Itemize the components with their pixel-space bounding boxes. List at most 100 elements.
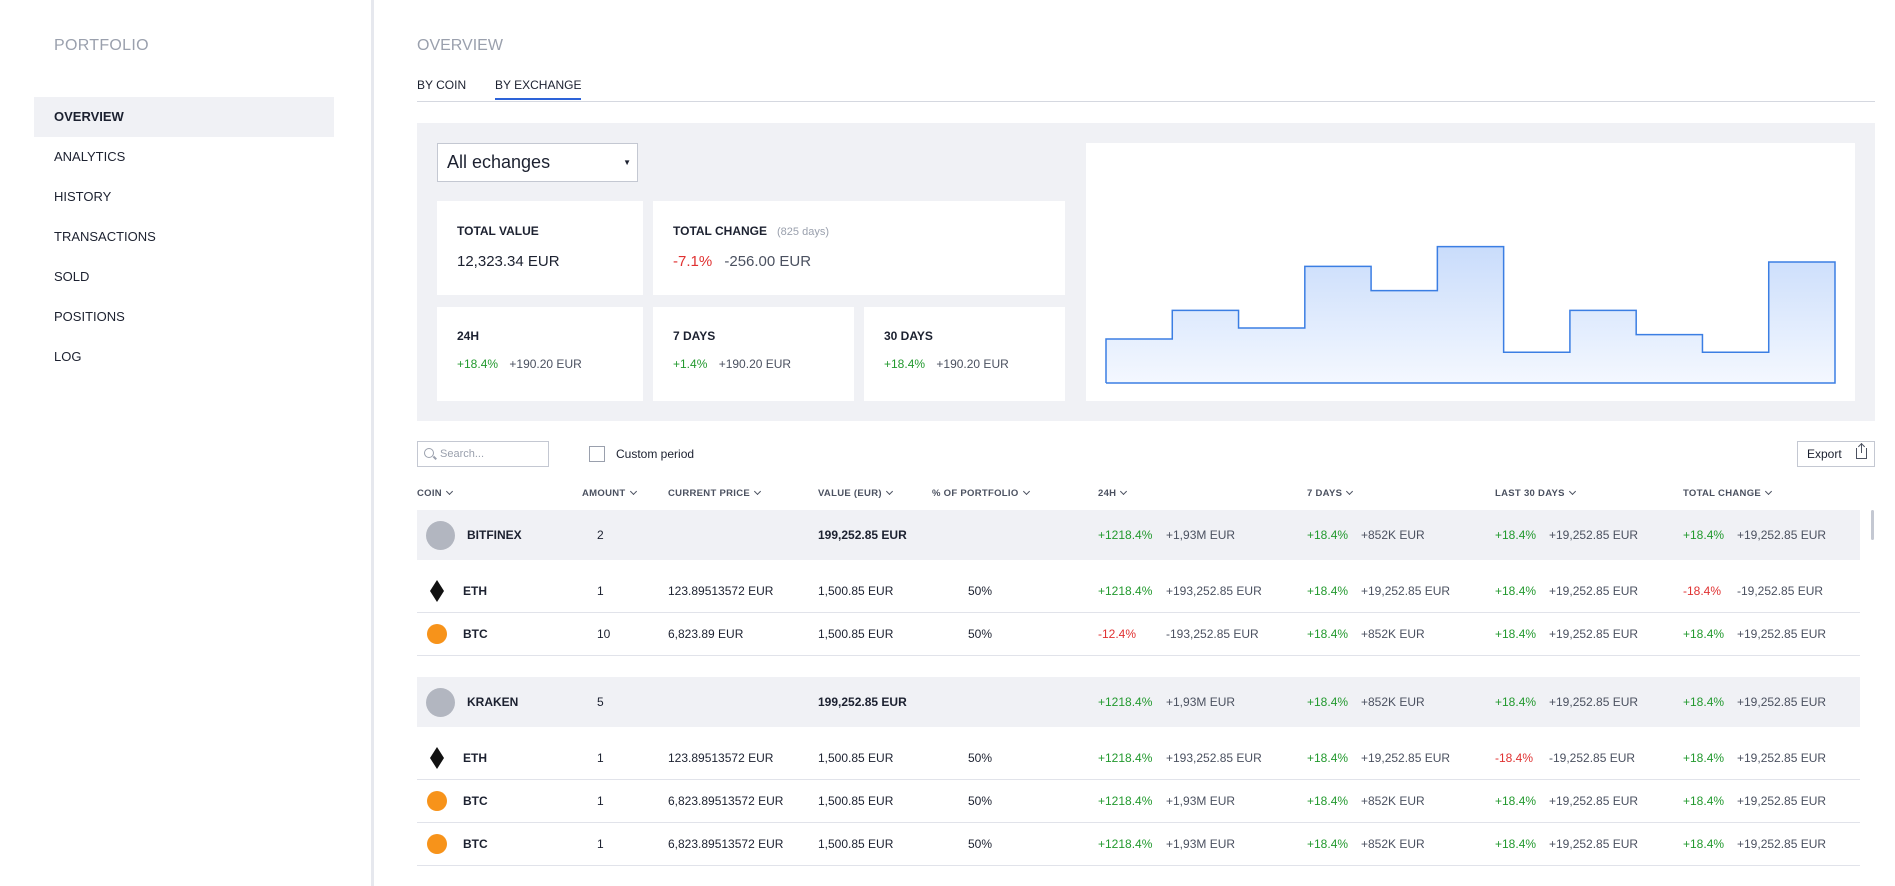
total-change-values: -7.1% -256.00 EUR: [673, 253, 811, 270]
coin-30d-pct: +18.4%: [1495, 584, 1537, 598]
coin-name: BTC: [463, 627, 488, 641]
col-header-amount-label: AMOUNT: [582, 488, 626, 499]
sidebar-item-log[interactable]: LOG: [54, 349, 82, 364]
coin-price: 6,823.89 EUR: [668, 627, 744, 641]
col-header-total-change[interactable]: TOTAL CHANGE: [1683, 487, 1773, 499]
total-value-amount: 12,323.34 EUR: [457, 253, 560, 270]
group-30d-amt: +19,252.85 EUR: [1549, 695, 1639, 709]
change-7d-card: 7 DAYS +1.4% +190.20 EUR: [653, 307, 854, 401]
coin-name: ETH: [463, 751, 487, 765]
table-row[interactable]: BTC 1 6,823.89513572 EUR 1,500.85 EUR 50…: [417, 823, 1860, 866]
col-header-value-label: VALUE (EUR): [818, 488, 882, 499]
table-row[interactable]: ETH 1 123.89513572 EUR 1,500.85 EUR 50% …: [417, 570, 1860, 613]
coin-24h-pct: +1218.4%: [1098, 751, 1153, 765]
group-value: 199,252.85 EUR: [818, 695, 907, 709]
custom-period-checkbox[interactable]: [589, 446, 605, 462]
col-header-total-label: TOTAL CHANGE: [1683, 488, 1762, 499]
total-change-amount: -256.00 EUR: [724, 253, 812, 270]
change-7d-label: 7 DAYS: [673, 329, 716, 343]
chevron-down-icon: [753, 487, 762, 496]
table-scrollbar[interactable]: [1871, 510, 1874, 540]
coin-30d-amt: +19,252.85 EUR: [1549, 627, 1639, 641]
tab-by-coin[interactable]: BY COIN: [417, 78, 467, 92]
coin-24h-amt: +193,252.85 EUR: [1166, 751, 1262, 765]
coin-30d-amt: +19,252.85 EUR: [1549, 794, 1639, 808]
custom-period-label: Custom period: [616, 447, 695, 461]
sidebar-item-overview[interactable]: OVERVIEW: [34, 97, 334, 137]
exchange-select[interactable]: All echanges ▼: [437, 143, 638, 182]
chevron-down-icon: [629, 487, 637, 496]
portfolio-chart: [1086, 143, 1855, 401]
sidebar-nav: OVERVIEW ANALYTICS HISTORY TRANSACTIONS …: [34, 97, 334, 377]
export-button[interactable]: Export: [1797, 441, 1875, 467]
group-30d-pct: +18.4%: [1495, 528, 1537, 542]
group-24h-pct: +1218.4%: [1098, 528, 1153, 542]
col-header-coin[interactable]: COIN: [417, 487, 453, 499]
coin-name: ETH: [463, 584, 487, 598]
col-header-current-price[interactable]: CURRENT PRICE: [668, 487, 762, 499]
coin-24h-pct: -12.4%: [1098, 627, 1137, 641]
summary-panel: All echanges ▼ TOTAL VALUE 12,323.34 EUR…: [417, 123, 1875, 421]
chevron-down-icon: [1346, 487, 1354, 496]
group-value: 199,252.85 EUR: [818, 528, 907, 542]
coin-24h-pct: +1218.4%: [1098, 837, 1153, 851]
col-header-portfolio-label: % OF PORTFOLIO: [932, 488, 1019, 499]
chevron-down-icon: [1120, 487, 1128, 496]
coin-24h-amt: +193,252.85 EUR: [1166, 584, 1262, 598]
coin-amount: 1: [597, 837, 604, 851]
table-row[interactable]: BTC 10 6,823.89 EUR 1,500.85 EUR 50% -12…: [417, 613, 1860, 656]
search-input[interactable]: Search...: [417, 441, 549, 467]
coin-name: BTC: [463, 794, 488, 808]
total-change-header: TOTAL CHANGE (825 days): [673, 224, 829, 238]
table-row[interactable]: ETH 1 123.89513572 EUR 1,500.85 EUR 50% …: [417, 737, 1860, 780]
col-header-24h[interactable]: 24H: [1098, 487, 1128, 499]
change-24h-amount: +190.20 EUR: [509, 357, 582, 371]
col-header-30d[interactable]: LAST 30 DAYS: [1495, 487, 1576, 499]
sidebar-item-sold[interactable]: SOLD: [54, 269, 90, 284]
coin-amount: 1: [597, 751, 604, 765]
change-24h-card: 24H +18.4% +190.20 EUR: [437, 307, 643, 401]
col-header-price-label: CURRENT PRICE: [668, 488, 751, 499]
col-header-portfolio[interactable]: % OF PORTFOLIO: [932, 487, 1030, 499]
coin-price: 6,823.89513572 EUR: [668, 837, 784, 851]
sidebar-item-history[interactable]: HISTORY: [54, 189, 112, 204]
group-name: BITFINEX: [467, 528, 522, 542]
coin-portfolio: 50%: [968, 794, 993, 808]
btc-icon: [427, 624, 447, 644]
total-value-card: TOTAL VALUE 12,323.34 EUR: [437, 201, 643, 295]
col-header-value[interactable]: VALUE (EUR): [818, 487, 893, 499]
tab-by-exchange[interactable]: BY EXCHANGE: [495, 78, 582, 100]
col-header-amount[interactable]: AMOUNT: [582, 487, 637, 499]
chart-area-fill: [1106, 246, 1835, 383]
sidebar-item-analytics[interactable]: ANALYTICS: [54, 149, 126, 164]
coin-7d-amt: +852K EUR: [1361, 627, 1425, 641]
coin-24h-pct: +1218.4%: [1098, 584, 1153, 598]
group-7d-pct: +18.4%: [1307, 528, 1349, 542]
coin-7d-amt: +852K EUR: [1361, 837, 1425, 851]
col-header-7d[interactable]: 7 DAYS: [1307, 487, 1354, 499]
total-change-label: TOTAL CHANGE: [673, 224, 768, 238]
group-24h-amt: +1,93M EUR: [1166, 528, 1236, 542]
coin-value: 1,500.85 EUR: [818, 584, 894, 598]
chart-series-line: [1105, 245, 1836, 384]
group-row-kraken[interactable]: KRAKEN 5 199,252.85 EUR +1218.4% +1,93M …: [417, 677, 1860, 727]
coin-value: 1,500.85 EUR: [818, 751, 894, 765]
group-row-bitfinex[interactable]: BITFINEX 2 199,252.85 EUR +1218.4% +1,93…: [417, 510, 1860, 560]
coin-7d-pct: +18.4%: [1307, 751, 1349, 765]
sidebar-item-transactions[interactable]: TRANSACTIONS: [54, 229, 156, 244]
search-placeholder: Search...: [440, 448, 485, 460]
coin-30d-pct: -18.4%: [1495, 751, 1534, 765]
chevron-down-icon: [1568, 487, 1576, 496]
coin-value: 1,500.85 EUR: [818, 627, 894, 641]
coin-total-pct: +18.4%: [1683, 837, 1725, 851]
exchange-logo-icon: [426, 520, 455, 550]
change-30d-pct: +18.4%: [884, 357, 926, 371]
coin-7d-amt: +19,252.85 EUR: [1361, 751, 1451, 765]
group-total-pct: +18.4%: [1683, 695, 1725, 709]
sidebar-item-positions[interactable]: POSITIONS: [54, 309, 125, 324]
coin-price: 123.89513572 EUR: [668, 751, 774, 765]
btc-icon: [427, 834, 447, 854]
table-row[interactable]: BTC 1 6,823.89513572 EUR 1,500.85 EUR 50…: [417, 780, 1860, 823]
total-change-period: (825 days): [777, 226, 829, 238]
col-header-24h-label: 24H: [1098, 488, 1117, 499]
